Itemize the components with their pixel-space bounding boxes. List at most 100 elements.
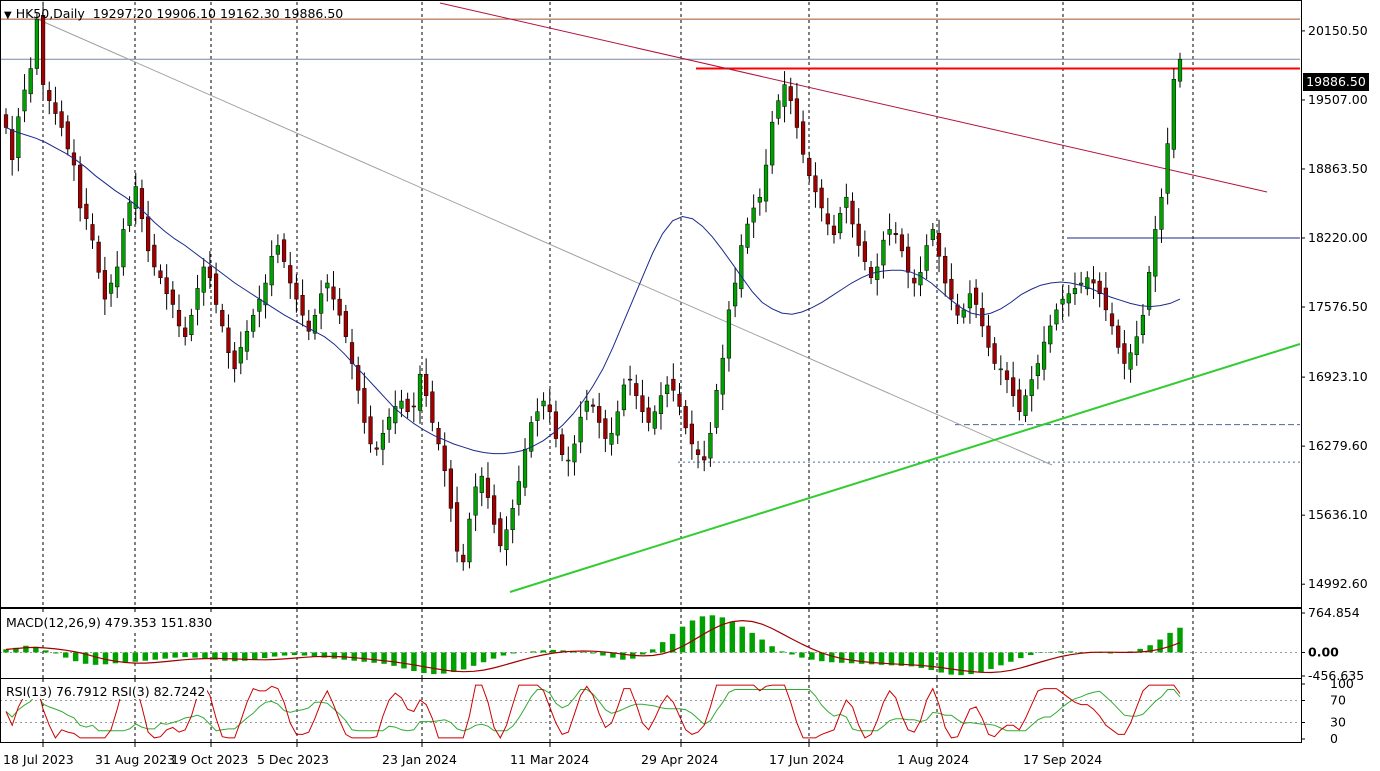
candle-body [739,245,744,290]
candle-body [306,320,311,332]
candle-body [1041,341,1047,370]
candle-body [689,423,694,445]
candle-body [986,325,991,348]
candle-body [603,418,608,439]
y-tick-label: 16279.60 [1308,438,1368,453]
candle-body [627,378,633,381]
candle-body [560,434,565,455]
candle-body [16,116,21,159]
candle-body [288,265,293,284]
candle-body [590,404,596,407]
candle-body [170,289,175,305]
candle-body [213,273,219,305]
x-tick-label: 29 Apr 2024 [641,752,718,767]
ohlc-values: 19297.20 19906.10 19162.30 19886.50 [92,6,344,21]
candle-body [800,121,806,155]
candle-body [875,266,880,280]
candle-body [349,342,355,364]
candle-body [47,90,52,101]
trend-lines [0,2,1301,593]
candle-body [862,241,867,262]
candle-body [745,223,750,248]
candle-body [553,411,559,439]
candle-body [813,175,818,193]
candle-body [1177,58,1183,82]
candle-body [368,416,373,445]
candle-body [331,286,336,300]
candle-body [207,266,213,278]
candle-body [695,449,701,455]
x-tick-label: 5 Dec 2023 [257,752,329,767]
candle-body [726,309,732,359]
candle-body [615,411,620,436]
candle-body [733,282,738,307]
candle-body [176,310,182,327]
rsi-y-tick-label: 30 [1330,715,1346,730]
candle-body [399,400,404,409]
candle-body [541,400,546,407]
candle-body [374,447,379,450]
candle-body [943,255,948,284]
rsi-y-tick-label: 70 [1330,693,1346,708]
rsi-y-tick-label: 0 [1330,731,1338,746]
candle-body [275,245,280,255]
candle-body [189,314,194,336]
dropdown-triangle-icon[interactable]: ▼ [4,10,12,21]
x-tick-label: 18 Jul 2023 [3,752,74,767]
candle-body [912,277,917,284]
candle-body [312,314,318,334]
candle-body [757,196,762,203]
candle-body [96,241,101,273]
candle-body [1153,229,1158,277]
candle-body [146,216,151,252]
candle-body [294,282,299,300]
moving-average-line [5,127,1181,455]
candle-body [566,459,571,462]
candle-body [924,245,929,271]
macd-signal-line [5,619,1181,674]
candle-body [65,121,70,150]
candle-body [1103,287,1108,311]
rsi-y-tick-label: 100 [1330,676,1354,691]
y-tick-label: 14992.60 [1308,576,1368,591]
candle-body [998,368,1003,371]
candle-body [609,432,614,445]
candle-body [226,327,231,354]
candle-body [195,288,200,310]
x-tick-label: 31 Aug 2023 [95,752,175,767]
candle-body [640,395,645,413]
candle-body [899,234,905,252]
candle-body [547,404,552,413]
x-tick-label: 17 Jun 2024 [769,752,844,767]
candle-body [850,200,855,225]
candle-body [183,327,188,337]
x-tick-label: 17 Sep 2024 [1023,752,1102,767]
candle-body [201,266,206,293]
candle-body [257,298,262,312]
candle-body [473,486,478,516]
candle-body [720,357,725,395]
candle-body [281,239,287,262]
candle-body [467,518,472,563]
candle-body [529,422,534,452]
candle-body [232,350,237,370]
candle-body [1085,277,1090,290]
candle-body [461,554,466,563]
candle-body [1023,395,1028,416]
macd-y-tick-label: 764.854 [1308,605,1360,620]
candle-body [671,378,676,391]
candlesticks [3,1,1183,571]
candle-body [504,529,509,550]
candle-body [683,406,688,429]
candle-body [1128,352,1133,370]
candle-body [28,68,33,95]
candle-body [1035,363,1040,376]
candle-body [417,373,423,411]
candle-body [708,432,713,459]
candle-body [621,384,626,411]
candle-body [78,164,83,209]
candle-body [1091,279,1096,284]
candle-body [121,229,126,268]
candle-body [665,384,670,394]
